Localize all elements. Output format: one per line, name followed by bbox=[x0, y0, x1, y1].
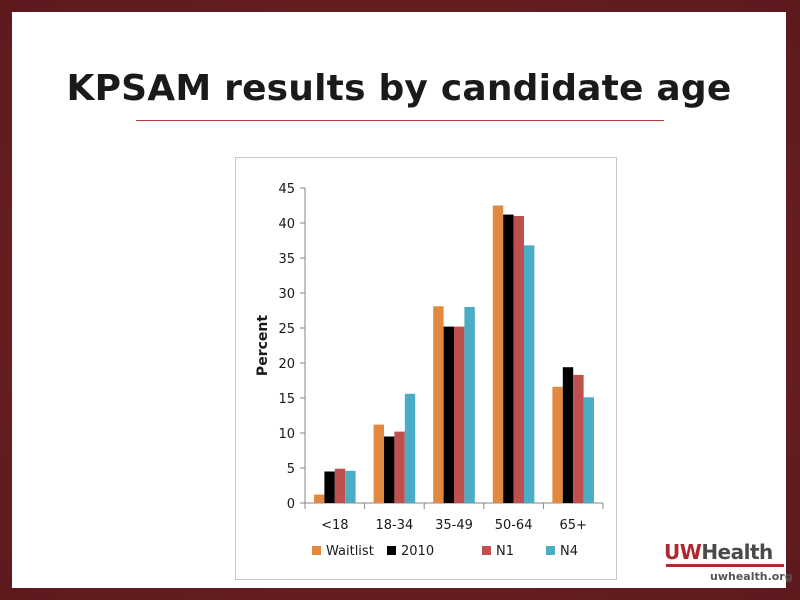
x-tick-label: 35-49 bbox=[435, 518, 473, 533]
y-tick-label: 5 bbox=[287, 462, 295, 477]
logo-uw: UW bbox=[664, 540, 702, 564]
y-tick-label: 15 bbox=[278, 392, 295, 407]
bar-2010-0 bbox=[324, 471, 335, 503]
logo-health: Health bbox=[701, 540, 773, 564]
y-tick-label: 45 bbox=[278, 182, 295, 197]
x-tick-label: 65+ bbox=[559, 518, 586, 533]
y-axis-label: Percent bbox=[255, 315, 271, 376]
y-tick-label: 0 bbox=[287, 497, 295, 512]
y-tick-label: 40 bbox=[278, 217, 295, 232]
bar-n4-1 bbox=[404, 393, 416, 503]
bar-2010-4 bbox=[562, 367, 574, 503]
bar-n1-2 bbox=[454, 326, 465, 503]
slide: KPSAM results by candidate age 0 5 10 15 20 2… bbox=[12, 12, 793, 588]
bar-2010-1 bbox=[384, 436, 395, 503]
bar-waitlist-4 bbox=[552, 386, 563, 503]
bar-n1-1 bbox=[394, 431, 405, 503]
bar-n4-0 bbox=[345, 470, 356, 503]
bar-2010-3 bbox=[503, 214, 514, 503]
legend-label: Waitlist bbox=[326, 544, 374, 559]
legend-swatch bbox=[546, 546, 555, 555]
legend-label: N4 bbox=[560, 544, 578, 559]
bar-2010-2 bbox=[443, 326, 454, 503]
slide-title: KPSAM results by candidate age bbox=[66, 68, 732, 109]
bar-n4-2 bbox=[464, 307, 475, 503]
bar-waitlist-1 bbox=[373, 424, 384, 503]
legend-label: 2010 bbox=[401, 544, 434, 559]
legend-swatch bbox=[312, 546, 321, 555]
bar-waitlist-2 bbox=[433, 306, 444, 503]
bar-n4-3 bbox=[524, 245, 535, 503]
bar-n1-4 bbox=[573, 374, 584, 503]
x-tick-label: 50-64 bbox=[495, 518, 533, 533]
logo-url: uwhealth.org bbox=[710, 570, 793, 583]
x-tick-label: 18-34 bbox=[376, 518, 414, 533]
bar-waitlist-3 bbox=[492, 205, 504, 503]
y-tick-label: 10 bbox=[278, 427, 295, 442]
bar-chart: 0 5 10 15 20 25 30 35 40 45 Percent <18 18-34 35-49 50… bbox=[255, 182, 604, 559]
logo-bar bbox=[666, 564, 784, 567]
legend-swatch bbox=[387, 546, 396, 555]
bar-n1-3 bbox=[513, 216, 524, 503]
legend-swatch bbox=[482, 546, 491, 555]
y-tick-label: 30 bbox=[278, 287, 295, 302]
y-tick-label: 35 bbox=[278, 252, 295, 267]
logo-wordmark: UWHealth bbox=[664, 540, 773, 564]
bar-waitlist-0 bbox=[314, 494, 325, 503]
y-tick-label: 20 bbox=[278, 357, 295, 372]
y-tick-label: 25 bbox=[278, 322, 295, 337]
legend-label: N1 bbox=[496, 544, 514, 559]
x-tick-label: <18 bbox=[321, 518, 348, 533]
bar-n4-4 bbox=[583, 397, 594, 503]
bar-n1-0 bbox=[334, 468, 346, 503]
title-underline bbox=[136, 120, 664, 121]
uwhealth-logo: UWHealth uwhealth.org bbox=[664, 540, 794, 590]
chart-container: 0 5 10 15 20 25 30 35 40 45 Percent <18 18-34 35-49 50… bbox=[235, 157, 617, 580]
